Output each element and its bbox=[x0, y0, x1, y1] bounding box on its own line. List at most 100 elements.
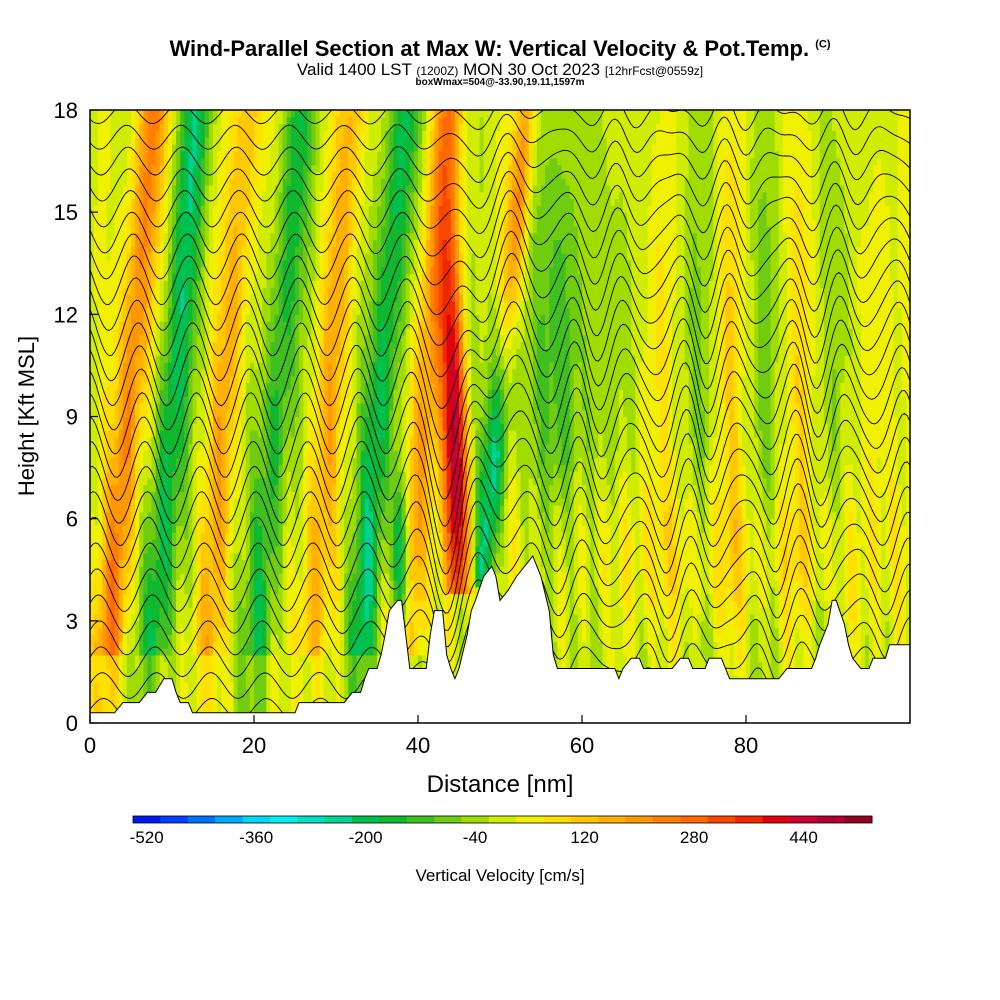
velocity-cell bbox=[782, 648, 788, 656]
velocity-cell bbox=[860, 620, 866, 629]
velocity-cell bbox=[274, 573, 280, 581]
velocity-cell bbox=[631, 634, 636, 642]
velocity-cell bbox=[249, 607, 255, 615]
velocity-cell bbox=[258, 688, 263, 697]
velocity-cell bbox=[114, 675, 120, 683]
velocity-cell bbox=[245, 559, 251, 567]
velocity-cell bbox=[705, 620, 710, 629]
velocity-cell bbox=[717, 573, 722, 581]
velocity-cell bbox=[319, 688, 325, 697]
velocity-cell bbox=[167, 620, 173, 629]
velocity-cell bbox=[582, 566, 587, 574]
velocity-cell bbox=[303, 573, 308, 581]
velocity-cell bbox=[696, 559, 702, 567]
velocity-cell bbox=[672, 566, 677, 574]
velocity-cell bbox=[143, 661, 148, 670]
velocity-cell bbox=[413, 559, 419, 567]
velocity-cell bbox=[729, 580, 735, 588]
velocity-cell bbox=[651, 559, 657, 567]
velocity-cell bbox=[541, 566, 546, 574]
velocity-cell bbox=[270, 648, 276, 656]
velocity-cell bbox=[167, 648, 173, 656]
velocity-cell bbox=[249, 668, 255, 676]
boxwmax-line: boxWmax=504@-33.90,19.11,1597m bbox=[415, 77, 585, 88]
velocity-cell bbox=[606, 661, 612, 670]
velocity-cell bbox=[889, 593, 895, 601]
velocity-cell bbox=[463, 573, 468, 581]
velocity-cell bbox=[126, 620, 132, 629]
velocity-cell bbox=[573, 580, 579, 588]
velocity-cell bbox=[442, 580, 448, 588]
velocity-cell bbox=[229, 552, 235, 561]
velocity-cell bbox=[778, 593, 784, 601]
velocity-cell bbox=[303, 695, 308, 704]
velocity-cell bbox=[270, 668, 276, 676]
velocity-cell bbox=[565, 607, 571, 615]
velocity-cell bbox=[713, 614, 718, 622]
velocity-cell bbox=[155, 634, 161, 642]
velocity-cell bbox=[155, 614, 161, 622]
velocity-cell bbox=[331, 688, 337, 697]
velocity-cell bbox=[848, 552, 854, 561]
velocity-cell bbox=[98, 552, 103, 561]
velocity-cell bbox=[213, 668, 218, 676]
velocity-cell bbox=[393, 566, 399, 574]
velocity-cell bbox=[442, 566, 448, 574]
velocity-cell bbox=[467, 573, 472, 581]
velocity-cell bbox=[172, 559, 177, 567]
velocity-cell bbox=[569, 648, 575, 656]
velocity-cell bbox=[319, 634, 325, 642]
velocity-cell bbox=[741, 559, 747, 567]
velocity-cell bbox=[418, 586, 423, 595]
velocity-cell bbox=[237, 682, 243, 690]
velocity-cell bbox=[319, 668, 325, 676]
velocity-cell bbox=[385, 614, 390, 622]
velocity-cell bbox=[774, 668, 780, 676]
velocity-cell bbox=[266, 668, 271, 676]
velocity-cell bbox=[823, 607, 829, 615]
velocity-cell bbox=[389, 573, 394, 581]
velocity-cell bbox=[336, 641, 341, 649]
velocity-cell bbox=[573, 614, 579, 622]
velocity-cell bbox=[668, 552, 673, 561]
velocity-cell bbox=[94, 586, 99, 595]
velocity-cell bbox=[655, 627, 661, 635]
velocity-cell bbox=[787, 654, 792, 663]
velocity-cell bbox=[680, 573, 686, 581]
velocity-cell bbox=[729, 573, 735, 581]
velocity-cell bbox=[651, 600, 657, 608]
velocity-cell bbox=[303, 620, 308, 629]
velocity-cell bbox=[705, 566, 710, 574]
velocity-cell bbox=[754, 627, 759, 635]
velocity-cell bbox=[864, 607, 870, 615]
velocity-cell bbox=[372, 559, 378, 567]
velocity-cell bbox=[331, 634, 337, 642]
velocity-cell bbox=[377, 573, 382, 581]
velocity-cell bbox=[713, 559, 718, 567]
velocity-cell bbox=[799, 580, 804, 588]
velocity-cell bbox=[582, 552, 587, 561]
velocity-cell bbox=[94, 654, 99, 663]
velocity-cell bbox=[336, 661, 341, 670]
velocity-cell bbox=[770, 620, 776, 629]
velocity-cell bbox=[438, 573, 444, 581]
velocity-cell bbox=[254, 634, 259, 642]
velocity-cell bbox=[143, 593, 148, 601]
velocity-cell bbox=[393, 552, 399, 561]
velocity-cell bbox=[188, 600, 194, 608]
velocity-cell bbox=[631, 600, 636, 608]
velocity-cell bbox=[803, 620, 809, 629]
velocity-cell bbox=[327, 648, 333, 656]
velocity-cell bbox=[586, 600, 591, 608]
velocity-cell bbox=[147, 614, 153, 622]
velocity-cell bbox=[454, 641, 460, 649]
velocity-cell bbox=[881, 607, 886, 615]
velocity-cell bbox=[446, 627, 452, 635]
velocity-cell bbox=[873, 648, 878, 656]
velocity-cell bbox=[459, 566, 464, 574]
velocity-cell bbox=[372, 552, 378, 561]
velocity-cell bbox=[233, 573, 239, 581]
velocity-cell bbox=[901, 580, 907, 588]
velocity-cell bbox=[659, 552, 665, 561]
velocity-cell bbox=[229, 648, 235, 656]
